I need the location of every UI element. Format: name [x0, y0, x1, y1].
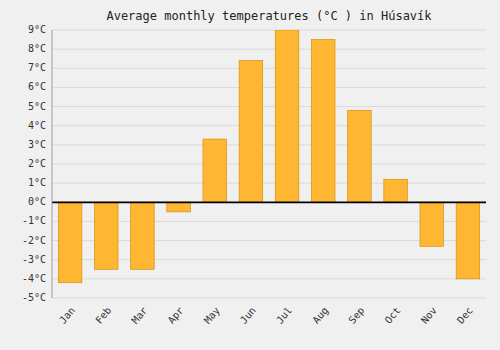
grid-line [52, 183, 486, 184]
y-tick-label: 8°C [28, 43, 46, 54]
bar [311, 40, 335, 203]
bar [58, 202, 82, 282]
chart-container: -5°C -4°C -3°C -2°C -1°C 0°C 1°C 2°C 3°C 4°C 5°C 6°… [0, 0, 500, 350]
bar [94, 202, 118, 269]
x-tick-label: Apr [166, 305, 186, 326]
x-tick-label: Dec [455, 305, 475, 326]
bar [167, 202, 191, 212]
x-tick-label: Nov [419, 305, 439, 326]
background [0, 0, 500, 350]
bar [456, 202, 480, 279]
grid [52, 30, 486, 298]
grid-line [52, 30, 486, 31]
x-tick-label: Jan [57, 305, 77, 326]
x-tick-label: May [202, 305, 222, 326]
y-tick-label: -1°C [22, 215, 46, 226]
grid-line [52, 144, 486, 145]
y-tick-label: 3°C [28, 139, 46, 150]
grid-line [52, 106, 486, 107]
chart-svg: -5°C -4°C -3°C -2°C -1°C 0°C 1°C 2°C 3°C 4°C 5°C 6°… [0, 0, 500, 350]
y-axis-line [52, 30, 53, 298]
bar [239, 61, 263, 203]
x-tick-label: Aug [310, 305, 330, 326]
y-tick-label: 2°C [28, 158, 46, 169]
y-tick-label: -5°C [22, 292, 46, 303]
y-tick-label: -4°C [22, 273, 46, 284]
grid-line [52, 68, 486, 69]
x-tick-label: Jun [238, 305, 258, 326]
zero-line [52, 201, 486, 203]
bar [348, 110, 372, 202]
grid-line [52, 202, 486, 203]
bar [384, 179, 408, 202]
y-ticks: -5°C -4°C -3°C -2°C -1°C 0°C 1°C 2°C 3°C 4°C 5°C 6°… [22, 24, 46, 303]
x-tick-label: Jul [274, 305, 294, 326]
y-tick-label: 4°C [28, 120, 46, 131]
x-tick-label: Sep [346, 305, 366, 326]
y-tick-label: 1°C [28, 177, 46, 188]
bar [131, 202, 155, 269]
grid-line [52, 298, 486, 299]
bar [203, 139, 227, 202]
y-tick-label: 9°C [28, 24, 46, 35]
grid-line [52, 125, 486, 126]
bars [58, 30, 479, 283]
y-tick-label: -3°C [22, 254, 46, 265]
x-tick-label: Feb [93, 305, 113, 326]
x-tick-label: Mar [129, 305, 149, 326]
y-tick-label: 7°C [28, 62, 46, 73]
title: Average monthly temperatures (°C ) in Hú… [106, 9, 432, 23]
y-tick-label: 6°C [28, 81, 46, 92]
grid-line [52, 49, 486, 50]
y-tick-label: 5°C [28, 101, 46, 112]
grid-line [52, 87, 486, 88]
bar [420, 202, 444, 246]
x-tick-label: Oct [383, 305, 403, 326]
bar [275, 30, 299, 202]
y-tick-label: -2°C [22, 235, 46, 246]
y-tick-label: 0°C [28, 196, 46, 207]
x-ticks: Jan Feb Mar Apr May Jun Jul Aug Sep Oct Nov Dec [57, 305, 475, 326]
grid-line [52, 278, 486, 279]
grid-line [52, 164, 486, 165]
